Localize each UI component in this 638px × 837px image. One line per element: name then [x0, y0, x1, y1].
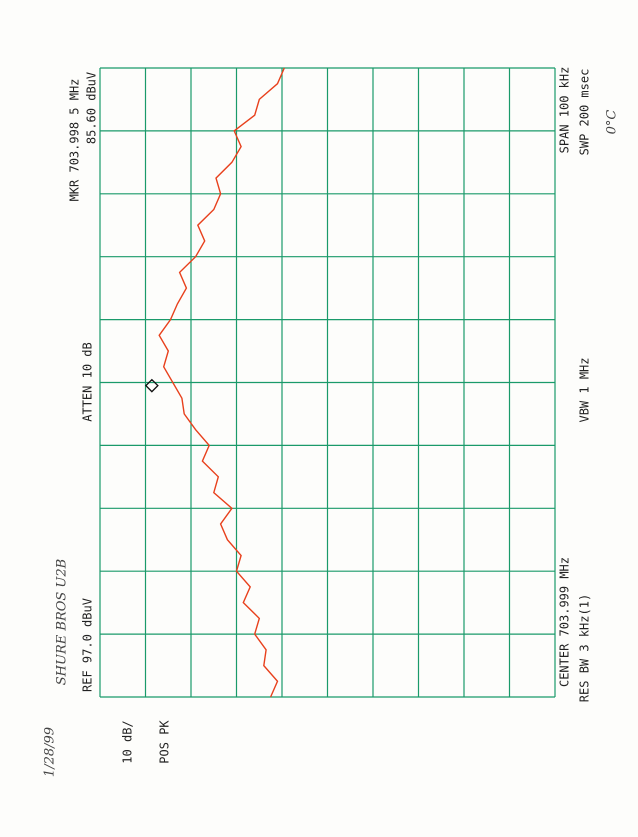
marker-frequency: MKR 703.998 5 MHz: [68, 79, 82, 202]
trace: [158, 67, 285, 698]
marker: [144, 378, 159, 393]
span: SPAN 100 kHz: [558, 67, 572, 154]
rbw: RES BW 3 kHz(1): [578, 594, 592, 702]
center-frequency: CENTER 703.999 MHz: [558, 557, 572, 687]
attenuation: ATTEN 10 dB: [81, 342, 95, 421]
vbw: VBW 1 MHz: [578, 357, 592, 422]
scale: 10 dB/: [121, 720, 135, 763]
handwritten-date: 1/28/99: [43, 727, 58, 777]
sweep: SWP 200 msec: [578, 69, 592, 156]
handwritten-temperature: 0°C: [605, 110, 620, 135]
handwritten-device: SHURE BROS U2B: [55, 559, 70, 685]
marker-level: 85.60 dBuV: [85, 72, 99, 144]
ref-level: REF 97.0 dBuV: [81, 598, 95, 692]
detector: POS PK: [158, 720, 172, 764]
